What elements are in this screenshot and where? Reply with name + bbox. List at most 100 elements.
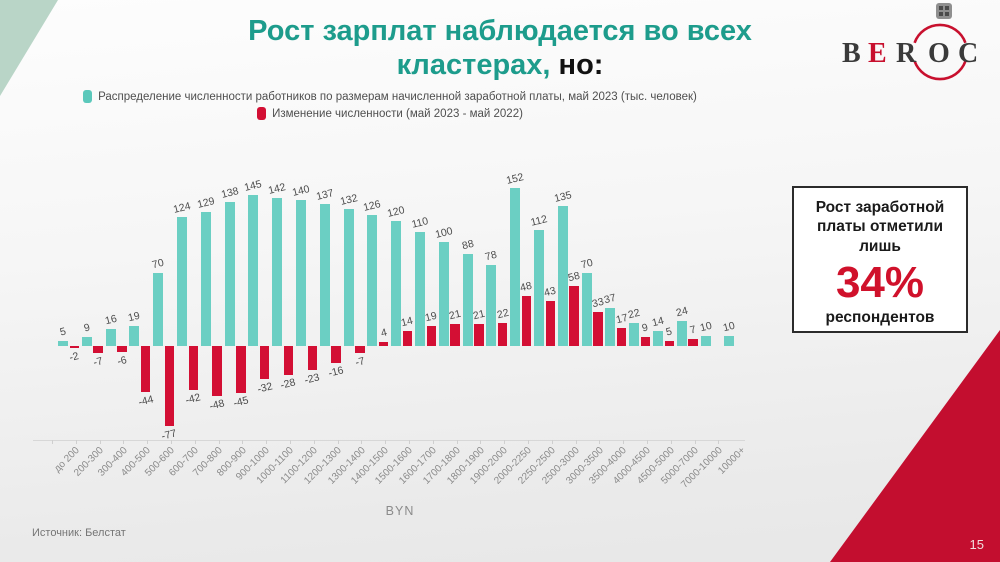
red-bar	[521, 296, 532, 346]
bar-value-label: -44	[136, 393, 155, 409]
red-bar	[402, 331, 413, 346]
bar-value-label: 112	[529, 212, 549, 229]
bar-value-label: 70	[151, 256, 166, 272]
callout-text-bottom: респондентов	[825, 309, 935, 327]
axis-tick	[385, 440, 387, 444]
bar-value-label: -7	[353, 355, 366, 370]
legend-swatch-teal	[83, 90, 93, 103]
source-text: Источник: Белстат	[32, 527, 126, 539]
red-bar	[283, 346, 294, 376]
red-bar	[450, 324, 460, 346]
axis-tick	[52, 440, 53, 444]
teal-bar	[676, 321, 687, 346]
axis-tick	[409, 440, 410, 444]
axis-tick	[147, 440, 149, 444]
red-bar	[688, 338, 698, 346]
teal-bar	[653, 331, 663, 346]
teal-bar	[105, 329, 116, 346]
axis-tick	[313, 440, 315, 444]
red-bar	[212, 346, 222, 396]
callout-box: Рост заработной платы отметили лишь 34% …	[792, 186, 968, 333]
teal-bar	[724, 335, 735, 346]
axis-tick	[599, 440, 601, 444]
title-line2-teal: кластерах,	[396, 49, 551, 82]
red-bar	[593, 311, 603, 346]
grid-icon[interactable]	[936, 3, 952, 19]
axis-tick	[218, 440, 220, 444]
axis-tick	[75, 440, 77, 444]
red-bar	[236, 346, 246, 393]
bar-value-label: 135	[552, 188, 573, 205]
red-bar	[140, 346, 151, 392]
axis-tick	[242, 440, 244, 444]
legend-item: Изменение численности (май 2023 - май 20…	[30, 107, 750, 120]
beroc-logo: B E R O C	[840, 20, 980, 86]
axis-tick	[361, 440, 363, 444]
teal-bar	[248, 195, 259, 346]
red-bar	[378, 341, 389, 346]
legend-label: Изменение численности (май 2023 - май 20…	[272, 107, 523, 120]
teal-bar	[319, 203, 330, 346]
red-bar	[188, 346, 198, 390]
teal-bar	[462, 254, 473, 346]
legend-label: Распределение численности работников по …	[98, 90, 697, 103]
axis-tick	[123, 440, 125, 444]
title-line2-black: но:	[558, 49, 604, 82]
teal-bar	[81, 336, 92, 346]
red-bar	[616, 328, 627, 346]
corner-decoration-green	[0, 0, 58, 96]
axis-tick	[171, 440, 172, 444]
teal-bar	[605, 307, 616, 346]
teal-bar	[415, 231, 425, 346]
axis-tick	[480, 440, 482, 444]
red-bar	[474, 324, 484, 346]
red-bar	[545, 301, 555, 346]
teal-bar	[486, 264, 497, 346]
teal-bar	[367, 214, 378, 346]
x-axis-line	[33, 440, 745, 441]
x-axis-title: BYN	[385, 504, 415, 518]
red-bar	[164, 346, 175, 427]
axis-tick	[99, 440, 101, 444]
bar-value-label: -77	[160, 427, 179, 443]
bar-value-label: 152	[505, 170, 526, 187]
teal-bar	[200, 211, 211, 346]
axis-tick	[647, 440, 648, 444]
legend-item: Распределение численности работников по …	[30, 90, 750, 103]
red-bar	[569, 285, 579, 346]
red-bar	[259, 346, 270, 380]
page-number: 15	[969, 537, 984, 552]
red-bar	[69, 346, 79, 349]
red-bar	[93, 346, 103, 354]
red-bar	[497, 323, 508, 346]
red-bar	[117, 346, 127, 353]
teal-bar	[391, 221, 402, 346]
teal-bar	[629, 323, 640, 346]
teal-bar	[534, 229, 544, 346]
teal-bar	[272, 198, 283, 346]
red-bar	[307, 346, 317, 370]
teal-bar	[177, 217, 187, 346]
teal-bar	[296, 200, 306, 346]
axis-tick	[623, 440, 625, 444]
logo-letter-c: C	[958, 38, 978, 69]
teal-bar	[557, 205, 568, 346]
callout-percent: 34%	[835, 258, 925, 308]
axis-tick	[551, 440, 553, 444]
bar-value-label: 78	[484, 248, 499, 264]
teal-bar	[153, 273, 164, 346]
axis-tick	[432, 440, 434, 444]
axis-tick	[337, 440, 339, 444]
logo-letter-o: O	[928, 38, 950, 69]
logo-letter-b: B	[842, 38, 861, 69]
callout-text-top: Рост заработной платы отметили лишь	[815, 199, 945, 255]
axis-tick	[504, 440, 506, 444]
bar-chart: BYN 5 -2 до 200 9 -7 200-300 16 -6 300-400 19 -44 4…	[28, 152, 750, 520]
teal-bar	[58, 340, 68, 346]
axis-tick	[456, 440, 458, 444]
teal-bar	[438, 242, 449, 346]
teal-bar	[700, 335, 711, 346]
axis-tick	[266, 440, 268, 444]
teal-bar	[581, 273, 592, 346]
